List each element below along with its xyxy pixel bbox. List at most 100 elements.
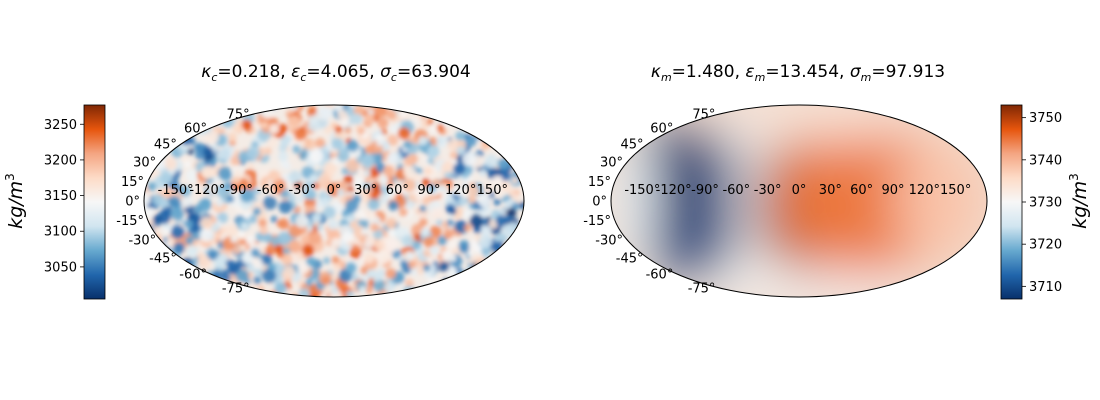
field-speckle <box>320 106 334 119</box>
field-speckle <box>501 111 509 119</box>
field-speckle <box>431 207 444 220</box>
field-speckle <box>451 283 466 297</box>
field-speckle <box>507 147 521 162</box>
field-speckle <box>427 276 434 283</box>
field-speckle <box>480 280 491 291</box>
field-speckle <box>247 162 255 169</box>
field-speckle <box>349 221 358 229</box>
field-speckle <box>468 185 480 197</box>
field-speckle <box>208 105 222 118</box>
field-speckle <box>277 231 292 246</box>
field-speckle <box>205 130 219 145</box>
field-speckle <box>161 281 171 292</box>
field-speckle <box>341 208 350 217</box>
field-speckle <box>144 145 150 154</box>
field-speckle <box>321 276 330 285</box>
field-speckle <box>408 260 417 269</box>
field-speckle <box>372 273 381 282</box>
right-lat-ticks: 75° 60° 45° 30° 15° 0° -15° -30° -45°-60° -75° <box>583 108 715 297</box>
field-speckle <box>246 263 255 273</box>
field-speckle <box>512 144 520 152</box>
lon-tick-label: 150° <box>940 183 971 198</box>
field-speckle <box>463 224 471 232</box>
colorbar-tick-label: 3050 <box>44 260 77 275</box>
field-speckle <box>372 279 385 292</box>
field-speckle <box>241 119 253 131</box>
field-speckle <box>198 198 212 212</box>
field-speckle <box>374 239 386 251</box>
field-speckle <box>506 282 520 296</box>
field-speckle <box>144 107 156 120</box>
field-speckle <box>457 188 466 197</box>
field-speckle <box>481 126 490 135</box>
right-colorbar: 3710 3720 3730 3740 3750 kg/m3 <box>1000 104 1091 300</box>
field-speckle <box>163 124 178 139</box>
field-speckle <box>385 217 397 230</box>
field-speckle <box>419 283 433 297</box>
field-speckle <box>306 225 313 232</box>
field-speckle <box>436 219 443 226</box>
lon-tick-label: 30° <box>819 183 842 198</box>
field-speckle <box>296 251 304 259</box>
field-speckle <box>467 150 474 158</box>
field-speckle <box>418 292 427 297</box>
field-speckle <box>496 132 510 146</box>
field-speckle <box>502 240 514 252</box>
field-speckle <box>467 116 475 124</box>
field-speckle <box>513 119 524 133</box>
field-speckle <box>391 105 401 111</box>
field-speckle <box>250 291 258 297</box>
field-speckle <box>258 218 267 227</box>
field-speckle <box>456 287 470 297</box>
field-speckle <box>479 169 487 177</box>
field-speckle <box>500 180 511 192</box>
field-speckle <box>208 106 221 120</box>
field-speckle <box>250 248 261 258</box>
field-speckle <box>501 282 513 294</box>
field-speckle <box>423 167 433 176</box>
field-speckle <box>437 109 445 117</box>
lon-tick-label: 60° <box>850 183 873 198</box>
lat-tick-label: 75° <box>692 108 715 123</box>
lon-tick-label: -30° <box>754 183 782 198</box>
field-speckle <box>435 106 448 118</box>
field-speckle <box>359 286 367 294</box>
field-speckle <box>334 125 343 134</box>
field-speckle <box>386 152 399 165</box>
lon-tick-label: -120° <box>189 183 225 198</box>
field-speckle <box>350 283 357 290</box>
lat-tick-label: 0° <box>125 195 140 210</box>
field-speckle <box>345 262 357 274</box>
colorbar-tick-label: 3710 <box>1029 280 1062 295</box>
field-speckle <box>405 278 414 288</box>
field-speckle <box>213 176 220 183</box>
field-speckle <box>501 124 515 138</box>
field-speckle <box>184 219 194 229</box>
field-speckle <box>333 263 341 270</box>
field-speckle <box>336 188 345 196</box>
right-colorbar-label: kg/m3 <box>1067 173 1091 229</box>
field-speckle <box>497 191 505 199</box>
field-speckle <box>331 237 342 249</box>
field-speckle <box>377 117 389 129</box>
lon-tick-label: -60° <box>722 183 750 198</box>
field-speckle <box>309 174 319 183</box>
field-speckle <box>185 236 194 245</box>
field-speckle <box>188 281 202 294</box>
field-speckle <box>364 285 373 294</box>
field-speckle <box>394 293 403 297</box>
field-speckle <box>497 273 505 282</box>
field-speckle <box>180 156 188 163</box>
field-speckle <box>397 127 411 140</box>
field-speckle <box>479 234 493 249</box>
lat-tick-label: -30° <box>128 233 156 248</box>
field-speckle <box>246 146 261 160</box>
field-speckle <box>357 126 366 135</box>
right-colorbar-ticks: 3710 3720 3730 3740 3750 <box>1022 111 1062 295</box>
field-speckle <box>326 143 333 150</box>
field-speckle <box>230 236 237 243</box>
field-speckle <box>436 124 445 133</box>
field-speckle <box>184 161 191 168</box>
field-speckle <box>346 139 359 152</box>
field-speckle <box>464 132 471 139</box>
